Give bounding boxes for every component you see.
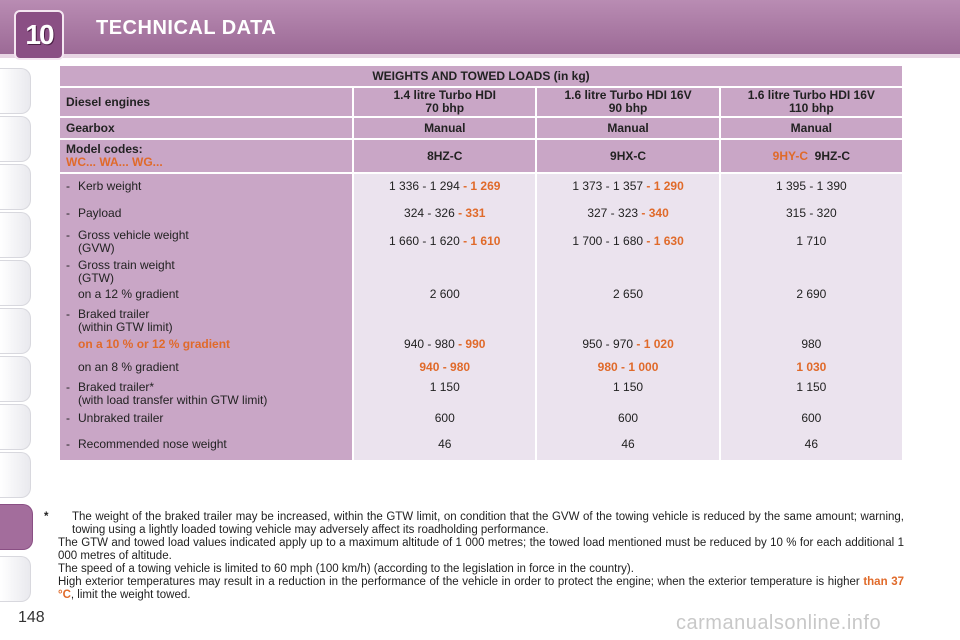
engine-power: 110 bhp [789, 101, 834, 115]
gearbox-value: Manual [720, 118, 902, 138]
engine-name: 1.4 litre Turbo HDI [393, 88, 496, 102]
table-heading: WEIGHTS AND TOWED LOADS (in kg) [60, 66, 902, 86]
values-col-2: 1 373 - 1 357 - 1 290 327 - 323 - 340 1 … [537, 174, 719, 460]
footnotes: * The weight of the braked trailer may be… [44, 511, 905, 602]
values-col-3: 1 395 - 1 390 315 - 320 1 710 2 690 980 … [720, 174, 902, 460]
page-number: 148 [18, 609, 45, 626]
engine-name: 1.6 litre Turbo HDI 16V [564, 88, 692, 102]
chapter-tab[interactable] [0, 308, 31, 354]
chapter-tab[interactable] [0, 212, 31, 258]
temperature-threshold: than 37 °C [58, 576, 905, 601]
model-code-cell: 9HY-C 9HZ-C [720, 140, 902, 172]
weights-table: WEIGHTS AND TOWED LOADS (in kg) Diesel e… [58, 64, 904, 462]
model-code-alt: 9HY-C [772, 148, 808, 163]
page-header [0, 0, 960, 54]
gearbox-value: Manual [537, 118, 719, 138]
label-unbraked: Unbraked trailer [78, 411, 164, 425]
label-gradient12: on a 12 % gradient [78, 287, 179, 301]
model-codes-prefix: WC... WA... WG... [66, 155, 163, 169]
model-code: 9HZ-C [814, 148, 851, 163]
footnote-temperature: High exterior temperatures may result in… [58, 576, 905, 601]
watermark: carmanualsonline.info [676, 612, 882, 634]
chapter-tab[interactable] [0, 356, 31, 402]
page-title: TECHNICAL DATA [96, 17, 277, 39]
label-kerb: Kerb weight [78, 179, 142, 193]
label-gradient8: on an 8 % gradient [78, 360, 179, 374]
footnote-speed: The speed of a towing vehicle is limited… [58, 563, 634, 575]
gearbox-label: Gearbox [60, 118, 353, 138]
chapter-tab[interactable] [0, 116, 31, 162]
chapter-tab[interactable] [0, 452, 31, 498]
engine-name: 1.6 litre Turbo HDI 16V [747, 88, 875, 102]
chapter-number: 10 [25, 19, 54, 50]
label-braked-star: Braked trailer* [78, 380, 155, 394]
model-code: 8HZ-C [354, 140, 536, 172]
label-braked: Braked trailer [78, 307, 150, 321]
chapter-tab-active[interactable] [0, 504, 33, 550]
engine-power: 90 bhp [608, 101, 648, 115]
engine-power: 70 bhp [425, 101, 465, 115]
chapter-badge: 10 [14, 10, 64, 60]
chapter-tab[interactable] [0, 68, 31, 114]
footnote-altitude: The GTW and towed load values indicated … [58, 537, 904, 562]
label-gradient10: on a 10 % or 12 % gradient [78, 337, 231, 351]
footnote-star: * [44, 511, 49, 523]
values-col-1: 1 336 - 1 294 - 1 269 324 - 326 - 331 1 … [354, 174, 536, 460]
footnote-note: The weight of the braked trailer may be … [72, 511, 904, 536]
engine-header: 1.6 litre Turbo HDI 16V 90 bhp [537, 88, 719, 116]
label-payload: Payload [78, 206, 122, 220]
label-gtw: Gross train weight [78, 258, 175, 272]
engine-header: 1.6 litre Turbo HDI 16V 110 bhp [720, 88, 902, 116]
gearbox-value: Manual [354, 118, 536, 138]
label-nose: Recommended nose weight [78, 437, 227, 451]
chapter-tab[interactable] [0, 164, 31, 210]
label-gvw: Gross vehicle weight [78, 228, 189, 242]
chapter-tab[interactable] [0, 556, 31, 602]
model-code: 9HX-C [537, 140, 719, 172]
model-codes-title: Model codes: [66, 142, 143, 156]
chapter-tabs [0, 64, 34, 624]
row-labels: - Kerb weight - Payload - Gross vehicle wei… [60, 174, 353, 460]
chapter-tab[interactable] [0, 404, 31, 450]
model-codes-label: Model codes: WC... WA... WG... [60, 140, 353, 172]
header-strip [0, 54, 960, 58]
diesel-engines-label: Diesel engines [60, 88, 353, 116]
engine-header: 1.4 litre Turbo HDI 70 bhp [354, 88, 536, 116]
chapter-tab[interactable] [0, 260, 31, 306]
